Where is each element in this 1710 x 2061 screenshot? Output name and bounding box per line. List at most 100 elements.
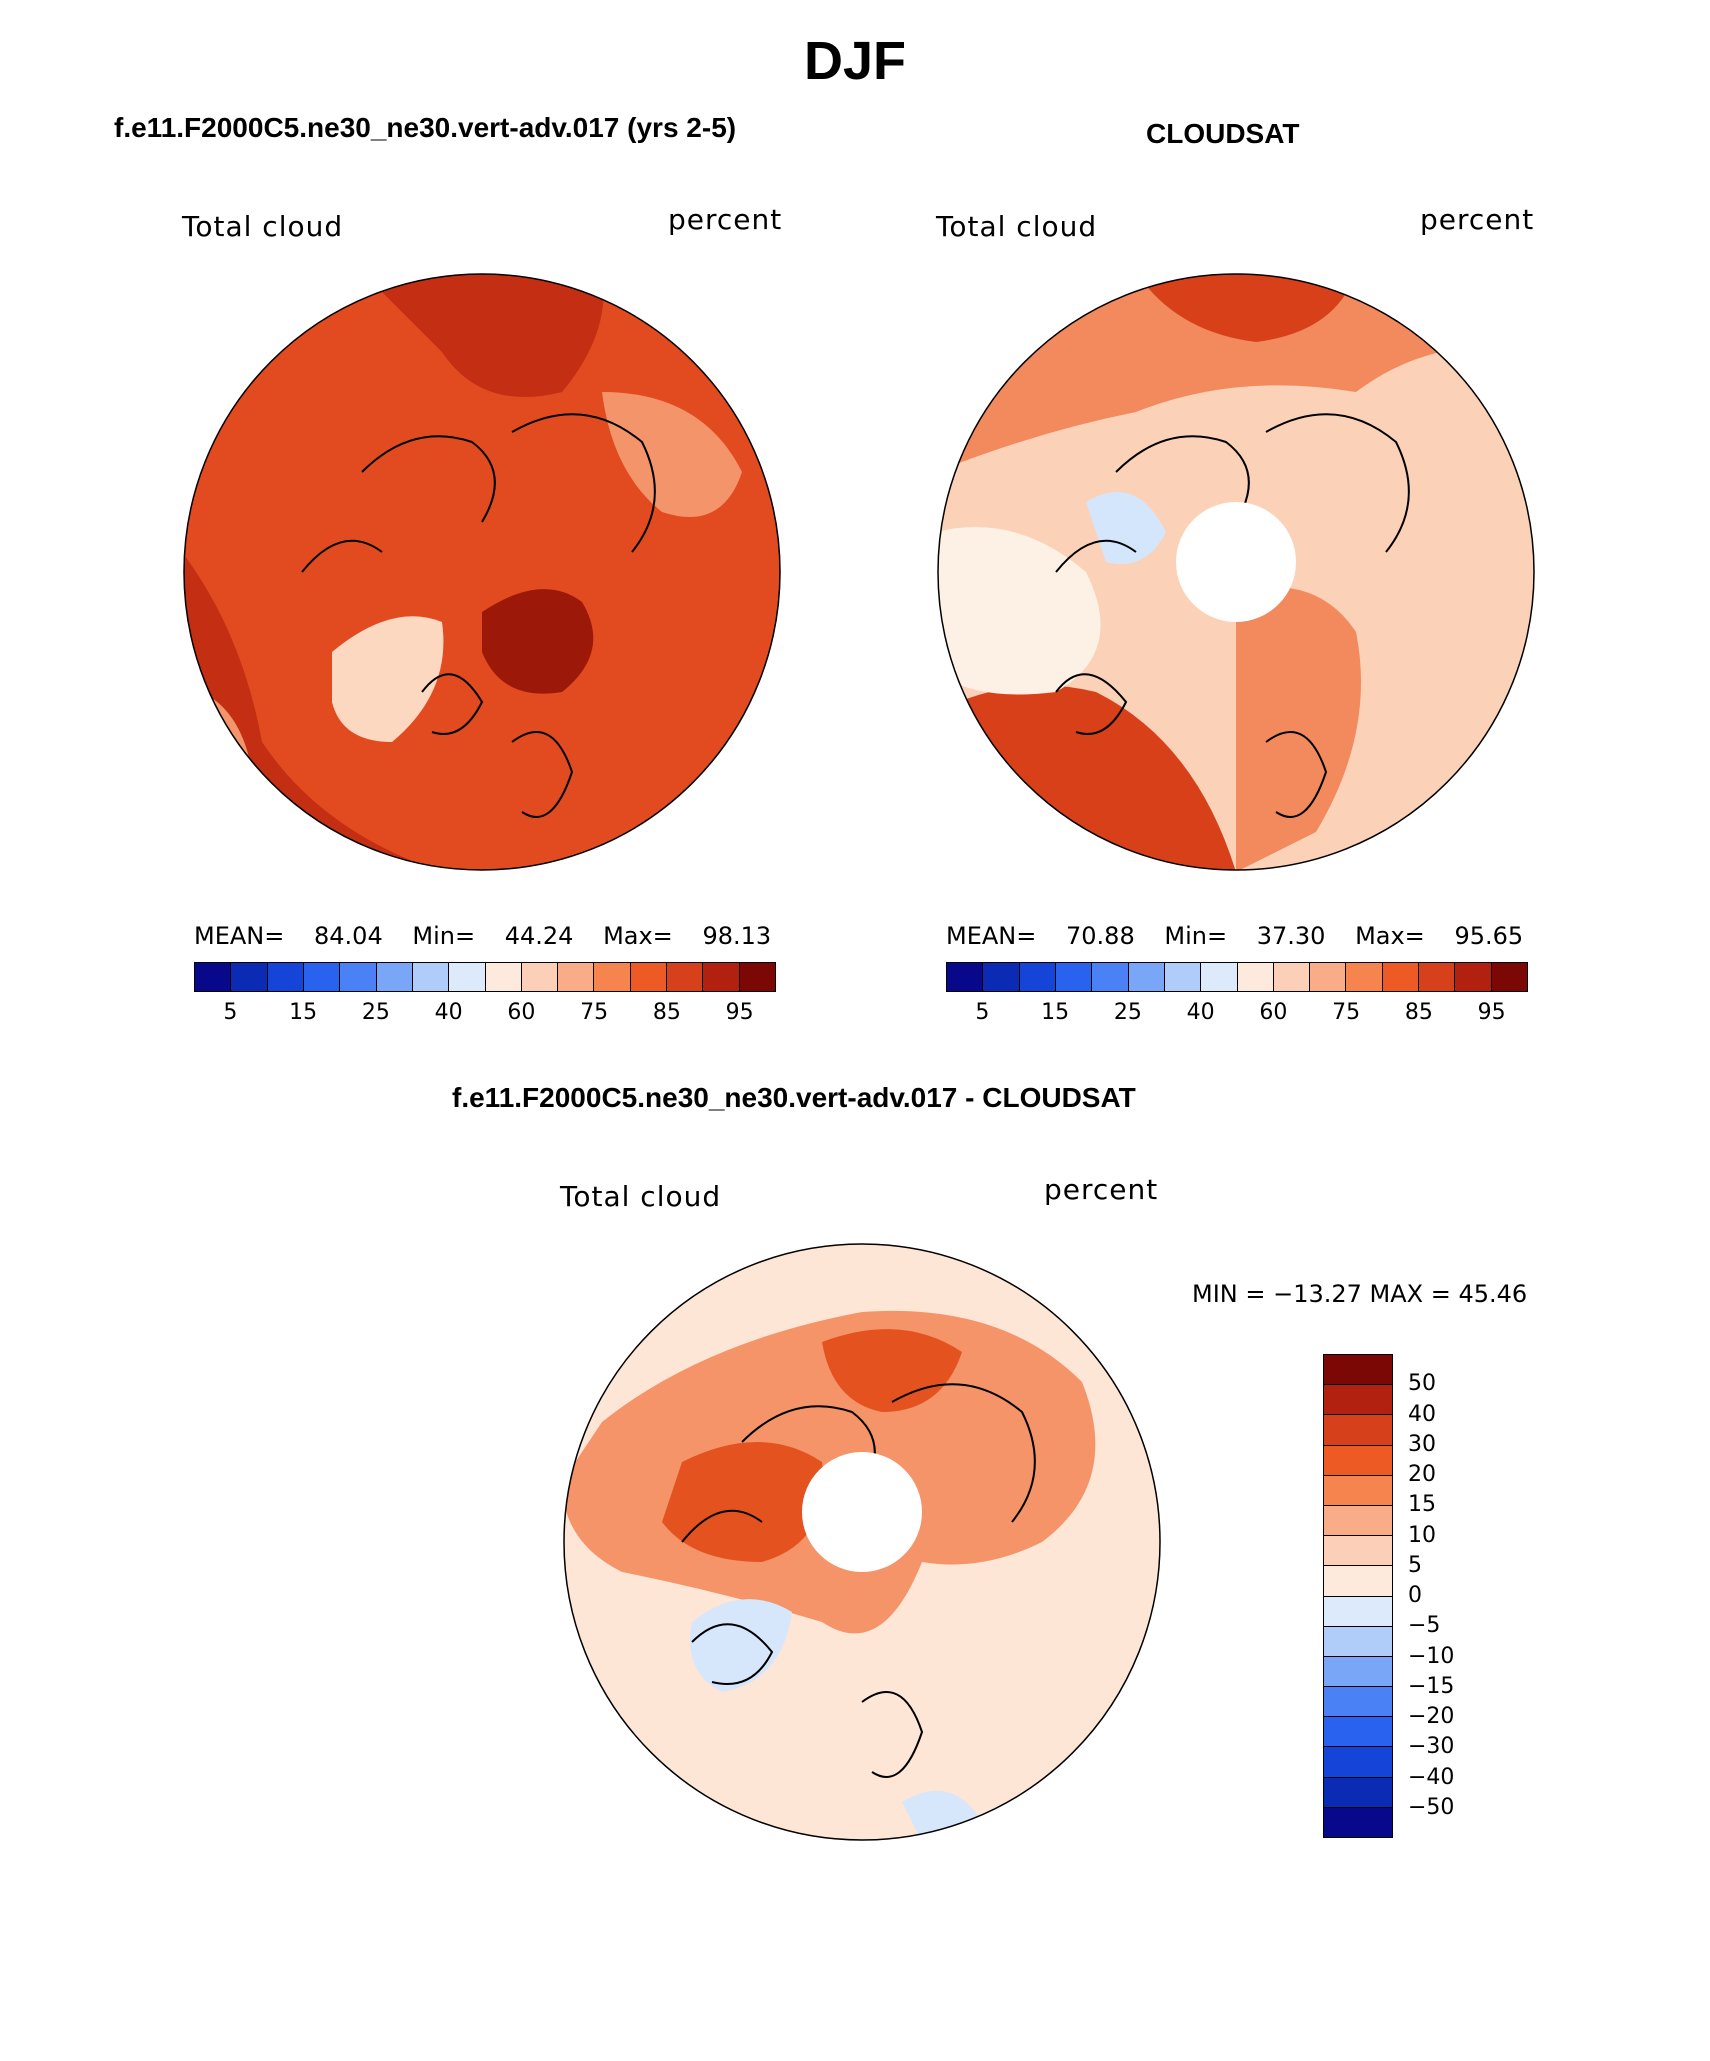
panel-label-obs-total-cloud: Total cloud (936, 210, 1098, 243)
colorbar-swatch (947, 963, 984, 991)
colorbar-swatch (1324, 1536, 1392, 1567)
colorbar-swatch (1324, 1656, 1392, 1688)
colorbar-swatch (630, 963, 668, 991)
field-dark-north (1136, 274, 1356, 342)
colorbar-swatch (1324, 1355, 1392, 1386)
colorbar-swatch (558, 963, 595, 991)
colorbar-swatch (1324, 1385, 1392, 1416)
panel-title-model: f.e11.F2000C5.ne30_ne30.vert-adv.017 (yr… (114, 112, 737, 143)
colorbar-swatch (667, 963, 704, 991)
stat-mean-model: 84.04 (314, 922, 383, 950)
colorbar-swatch (1324, 1717, 1392, 1748)
colorbar-swatch (1346, 963, 1383, 991)
colorbar-model-ticks: 5 15 25 40 60 75 85 95 (194, 1000, 776, 1030)
colorbar-swatch (1164, 963, 1202, 991)
colorbar-tick-label: 75 (580, 1000, 609, 1025)
colorbar-tick-label: −30 (1408, 1734, 1455, 1760)
stat-max-obs: 95.65 (1454, 922, 1524, 950)
colorbar-swatch (1324, 1415, 1392, 1446)
colorbar-tick-label: 5 (975, 1000, 990, 1025)
stat-max-label-model: Max= (603, 922, 673, 950)
field-blue-greenland (690, 1599, 792, 1692)
colorbar-tick-label: 10 (1408, 1522, 1436, 1548)
colorbar-swatch (485, 963, 522, 991)
colorbar-swatch (703, 963, 740, 991)
colorbar-tick-label: −20 (1408, 1704, 1455, 1729)
colorbar-tick-label: 60 (1259, 1000, 1288, 1025)
colorbar-swatch (412, 963, 450, 991)
stat-mean-label-obs: MEAN= (946, 922, 1037, 950)
field-darker-siberia (482, 589, 594, 694)
colorbar-tick-label: 40 (1408, 1401, 1436, 1427)
field-dark-canada (662, 1442, 824, 1562)
panel-label-obs-percent: percent (1420, 203, 1535, 236)
colorbar-tick-label: −10 (1408, 1643, 1455, 1669)
colorbar-tick-label: 40 (1186, 1000, 1215, 1025)
panel-title-obs: CLOUDSAT (1146, 118, 1300, 149)
field-mid-north (938, 274, 1534, 472)
stat-max-label-obs: Max= (1355, 922, 1425, 950)
colorbar-tick-label: −40 (1408, 1764, 1455, 1790)
field-dark-pacific (362, 274, 604, 397)
colorbar-tick-label: 30 (1408, 1431, 1436, 1457)
polar-map-diff (563, 1243, 1161, 1841)
colorbar-swatch (449, 963, 486, 991)
colorbar-tick-label: 20 (1408, 1462, 1436, 1487)
panel-label-diff-total-cloud: Total cloud (560, 1180, 722, 1213)
polar-map-obs (937, 273, 1535, 871)
colorbar-tick-label: 15 (1408, 1492, 1436, 1518)
colorbar-swatch (231, 963, 268, 991)
colorbar-swatch (1324, 1777, 1392, 1808)
colorbar-swatch (1455, 963, 1492, 991)
colorbar-tick-label: −15 (1408, 1673, 1455, 1699)
colorbar-swatch (521, 963, 559, 991)
panel-label-model-total-cloud: Total cloud (182, 210, 344, 243)
stat-min-label-obs: Min= (1164, 922, 1228, 950)
colorbar-swatch (1324, 1807, 1392, 1837)
field-pale-greenland (332, 616, 444, 742)
field-blue-europe (902, 1790, 982, 1840)
colorbar-tick-label: −5 (1408, 1613, 1441, 1639)
stat-mean-obs: 70.88 (1066, 922, 1135, 950)
colorbar-obs (946, 962, 1528, 992)
colorbar-tick-label: 5 (223, 1000, 238, 1025)
colorbar-swatch (739, 963, 775, 991)
field-light-asia (602, 392, 742, 517)
colorbar-model (194, 962, 776, 992)
colorbar-tick-label: −50 (1408, 1794, 1455, 1820)
colorbar-swatch (1324, 1747, 1392, 1778)
colorbar-tick-label: 95 (1477, 1000, 1506, 1025)
stat-max-model: 98.13 (702, 922, 772, 950)
colorbar-diff-ticks: 50 40 30 20 15 10 5 0 −5 −10 −15 −20 −30 −40 −50 (1408, 1354, 1508, 1838)
colorbar-swatch (1055, 963, 1093, 991)
colorbar-tick-label: 0 (1408, 1583, 1422, 1608)
colorbar-tick-label: 75 (1332, 1000, 1361, 1025)
colorbar-swatch (1092, 963, 1129, 991)
colorbar-swatch (1324, 1505, 1392, 1537)
polar-gap (802, 1452, 922, 1572)
colorbar-tick-label: 40 (434, 1000, 463, 1025)
colorbar-swatch (1382, 963, 1420, 991)
colorbar-tick-label: 85 (1404, 1000, 1433, 1025)
colorbar-diff (1323, 1354, 1393, 1838)
colorbar-tick-label: 25 (361, 1000, 390, 1025)
stat-mean-label-model: MEAN= (194, 922, 285, 950)
colorbar-swatch (1310, 963, 1347, 991)
stat-min-model: 44.24 (504, 922, 574, 950)
colorbar-swatch (1128, 963, 1165, 991)
panel-label-model-percent: percent (668, 203, 783, 236)
colorbar-tick-label: 15 (1041, 1000, 1070, 1025)
colorbar-obs-ticks: 5 15 25 40 60 75 85 95 (946, 1000, 1528, 1030)
polar-gap (1176, 502, 1296, 622)
diff-minmax: MIN = −13.27 MAX = 45.46 (1192, 1280, 1528, 1308)
colorbar-tick-label: 60 (507, 1000, 536, 1025)
colorbar-swatch (376, 963, 413, 991)
field-blue-arctic (1086, 492, 1166, 564)
panel-label-diff-percent: percent (1044, 1173, 1159, 1206)
colorbar-tick-label: 85 (652, 1000, 681, 1025)
colorbar-swatch (1201, 963, 1238, 991)
colorbar-tick-label: 50 (1408, 1371, 1436, 1397)
colorbar-swatch (1019, 963, 1056, 991)
colorbar-swatch (1324, 1566, 1392, 1597)
colorbar-swatch (1324, 1445, 1392, 1476)
